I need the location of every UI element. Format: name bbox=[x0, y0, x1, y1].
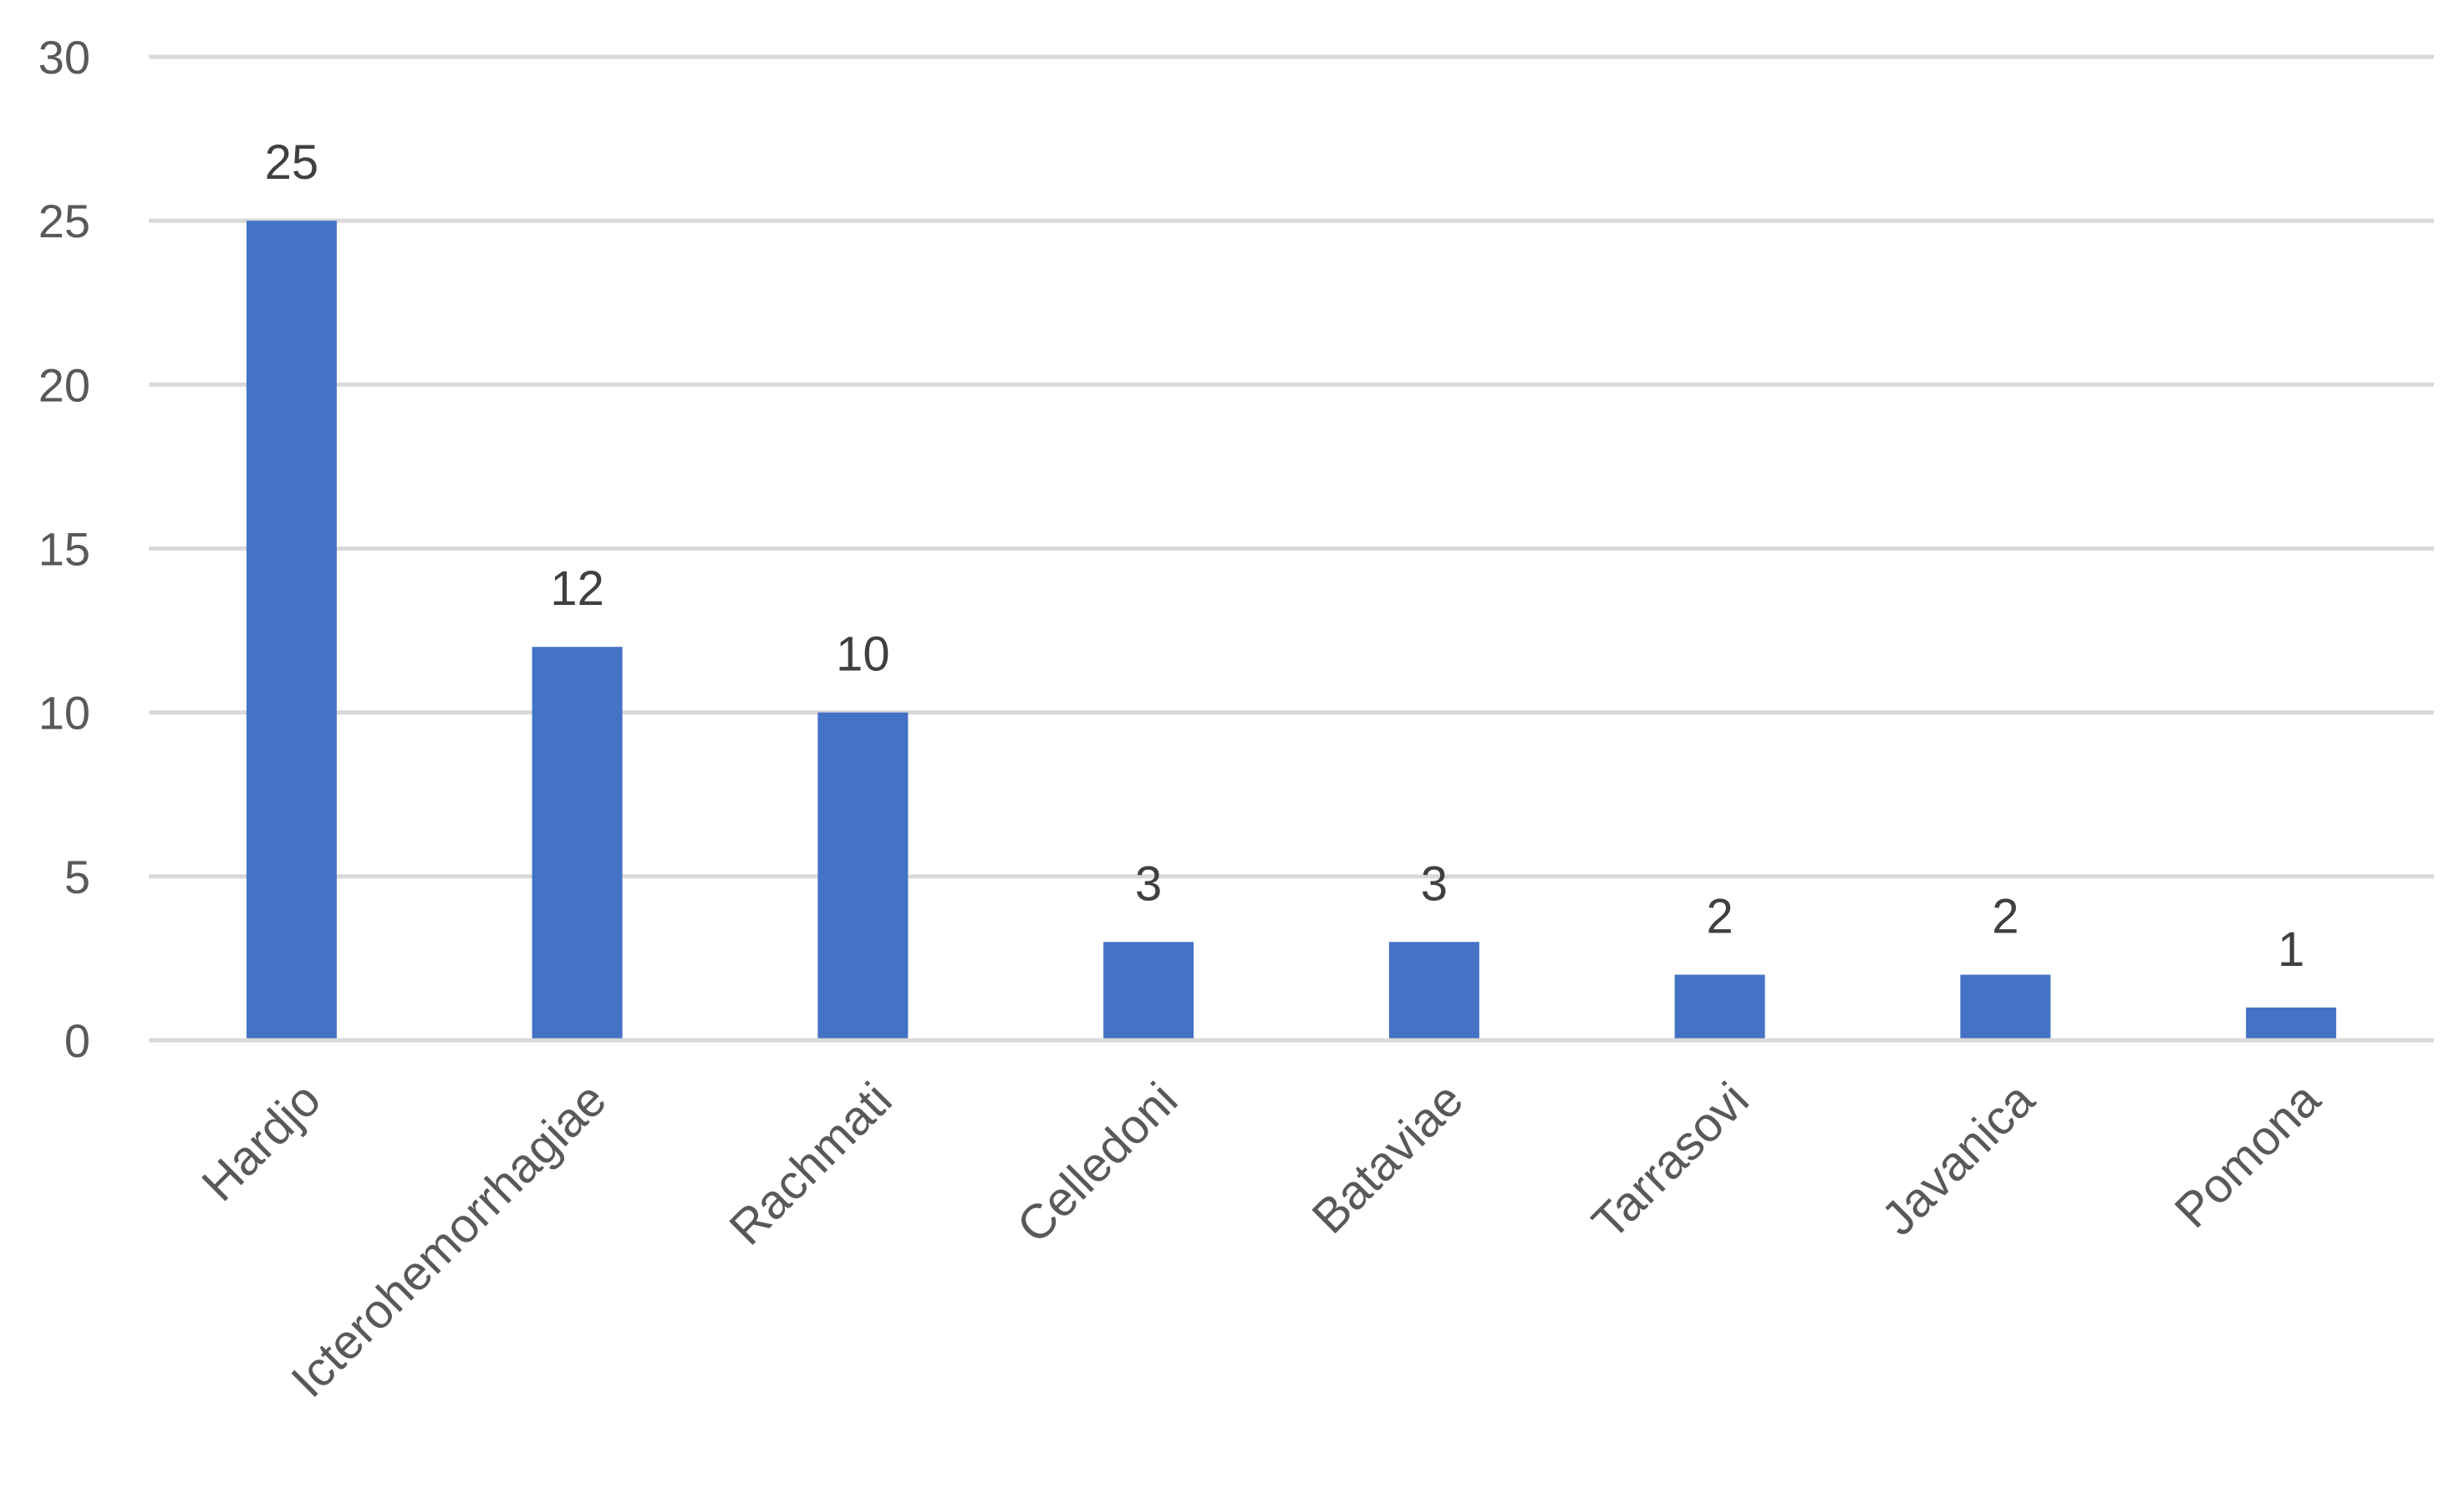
bar-tarrasovi bbox=[1674, 974, 1765, 1040]
y-tick-label: 10 bbox=[38, 687, 90, 739]
data-label-pomona: 1 bbox=[2278, 922, 2304, 977]
data-label-javanica: 2 bbox=[1992, 890, 2019, 944]
x-tick-label-rachmati: Rachmati bbox=[719, 1072, 902, 1255]
bar-javanica bbox=[1960, 974, 2051, 1040]
data-label-bataviae: 3 bbox=[1421, 856, 1448, 911]
y-tick-label: 0 bbox=[64, 1014, 90, 1067]
x-tick-label-tarrasovi: Tarrasovi bbox=[1581, 1072, 1759, 1249]
x-tick-label-javanica: Javanica bbox=[1871, 1072, 2045, 1246]
data-label-icterohemorrhagiae: 12 bbox=[550, 561, 604, 616]
bar-pomona bbox=[2246, 1007, 2337, 1040]
x-tick-label-hardjo: Hardjo bbox=[191, 1072, 331, 1212]
y-tick-label: 20 bbox=[38, 358, 90, 411]
bar-bataviae bbox=[1388, 942, 1479, 1040]
y-axis-tick-labels: 0 5 10 15 20 25 30 bbox=[38, 31, 90, 1067]
gridlines bbox=[149, 54, 2434, 879]
bar-icterohemorrhagiae bbox=[532, 647, 623, 1040]
data-label-rachmati: 10 bbox=[836, 628, 890, 682]
bar-hardjo bbox=[246, 221, 337, 1041]
data-label-celledoni: 3 bbox=[1135, 856, 1162, 911]
y-tick-label: 5 bbox=[64, 851, 90, 903]
x-tick-label-pomona: Pomona bbox=[2165, 1072, 2331, 1238]
y-tick-label: 25 bbox=[38, 195, 90, 247]
data-labels: 25 12 10 3 3 2 2 1 bbox=[265, 135, 2305, 977]
bars bbox=[246, 221, 2337, 1041]
bar-rachmati bbox=[817, 712, 909, 1040]
data-label-tarrasovi: 2 bbox=[1706, 890, 1733, 944]
bar-celledoni bbox=[1103, 942, 1194, 1040]
y-tick-label: 15 bbox=[38, 523, 90, 576]
x-tick-label-icterohemorrhagiae: Icterohemorrhagiae bbox=[281, 1072, 617, 1408]
y-tick-label: 30 bbox=[38, 31, 90, 84]
x-tick-label-bataviae: Bataviae bbox=[1301, 1072, 1474, 1244]
data-label-hardjo: 25 bbox=[265, 135, 319, 190]
x-tick-label-celledoni: Celledoni bbox=[1006, 1072, 1188, 1253]
